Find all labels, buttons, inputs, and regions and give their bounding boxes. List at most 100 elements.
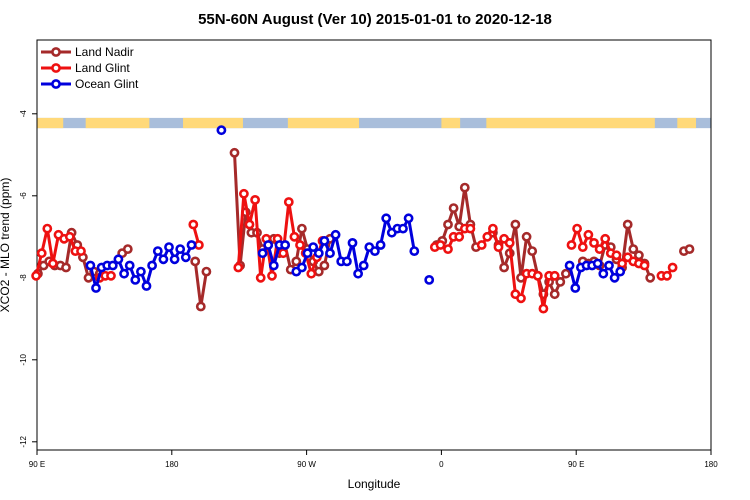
ocean-glint-point [570, 283, 581, 293]
land-glint-point [487, 223, 498, 234]
land-glint-point [64, 231, 75, 242]
land-band-segment [183, 117, 243, 129]
ocean-glint-point [268, 260, 279, 271]
ocean-glint-point [375, 240, 386, 250]
land-glint-point [482, 231, 493, 242]
ocean-glint-point [91, 283, 101, 293]
legend-label: Land Nadir [75, 45, 134, 59]
ocean-glint-point [130, 274, 141, 285]
ocean-glint-point [141, 281, 152, 291]
ocean-glint-point [330, 229, 341, 240]
x-tick-label: 90 E [568, 460, 584, 469]
land-glint-point [233, 262, 244, 273]
ocean-glint-point [113, 254, 124, 265]
plot-frame [36, 39, 712, 451]
land-nadir-point [561, 268, 571, 279]
series-layer [31, 125, 695, 314]
land-glint-point [504, 237, 515, 248]
land-nadir-point [443, 219, 453, 230]
x-axis-label: Longitude [348, 477, 401, 491]
y-axis-label: XCO2 - MLO trend (ppm) [0, 178, 12, 313]
ocean-glint-point [609, 272, 620, 283]
ocean-glint-point [302, 248, 313, 259]
land-band-segment [677, 117, 697, 129]
legend-item-land-glint: Land Glint [41, 61, 130, 75]
legend-item-land-nadir: Land Nadir [41, 45, 134, 59]
land-glint-point [283, 197, 294, 207]
ocean-glint-point [164, 242, 174, 252]
ocean-glint-point [152, 246, 163, 256]
land-glint-point [611, 250, 622, 261]
land-glint-point [572, 223, 582, 234]
land-ocean-mask-band [37, 117, 711, 129]
land-nadir-point [296, 223, 307, 234]
series-land-nadir [33, 147, 695, 312]
legend-swatch-marker [51, 47, 61, 57]
x-tick-label: 90 E [29, 460, 45, 469]
ocean-glint-point [325, 248, 335, 259]
series-ocean-glint [85, 125, 626, 293]
land-nadir-point [684, 244, 695, 254]
chart-title: 55N-60N August (Ver 10) 2015-01-01 to 20… [198, 11, 552, 28]
ocean-glint-point [180, 252, 191, 263]
ocean-glint-point [381, 213, 392, 224]
ocean-glint-point [107, 260, 118, 271]
land-glint-point [48, 258, 58, 269]
land-band-segment [287, 117, 360, 129]
land-glint-point [493, 242, 504, 252]
ocean-glint-point [263, 240, 274, 250]
land-band-segment [37, 117, 64, 129]
land-glint-point [532, 270, 543, 281]
ocean-glint-point [147, 260, 157, 271]
land-nadir-point [555, 276, 566, 287]
series-land-glint [31, 188, 678, 314]
axes: 90 E 180 90 W 0 90 E 180 -4 -6 -8 -10 -12 [19, 110, 718, 469]
land-glint-point [454, 231, 465, 242]
land-glint-point [278, 248, 289, 259]
land-glint-point [289, 231, 300, 242]
land-glint-point [589, 237, 599, 248]
land-glint-point [42, 223, 53, 234]
ocean-glint-point [119, 268, 129, 279]
land-nadir-point [201, 266, 212, 277]
y-tick-label: -6 [19, 192, 28, 200]
legend-item-ocean-glint: Ocean Glint [41, 77, 139, 91]
land-glint-point [267, 270, 277, 281]
x-tick-label: 180 [165, 460, 179, 469]
land-glint-point [639, 260, 650, 271]
land-glint-point [583, 229, 594, 240]
land-glint-point [106, 270, 116, 281]
land-glint-point [577, 242, 588, 252]
ocean-glint-point [592, 258, 603, 269]
ocean-glint-point [341, 256, 352, 267]
land-nadir-point [190, 256, 201, 267]
legend-label: Ocean Glint [75, 77, 139, 91]
land-glint-point [549, 270, 560, 281]
land-nadir-point [459, 182, 470, 193]
x-tick-label: 90 W [297, 460, 316, 469]
land-nadir-point [229, 147, 240, 158]
land-glint-point [244, 219, 255, 230]
ocean-glint-point [319, 235, 330, 246]
ocean-glint-point [186, 240, 197, 250]
ocean-glint-point [604, 260, 614, 271]
land-nadir-point [510, 219, 521, 230]
land-nadir-point [291, 256, 302, 267]
land-nadir-point [645, 272, 656, 283]
ocean-glint-point [403, 213, 414, 224]
legend-swatch-marker [51, 63, 61, 73]
y-tick-label: -4 [19, 110, 28, 118]
land-nadir-point [448, 203, 459, 213]
land-nadir-point [195, 301, 206, 312]
land-band-segment [441, 117, 461, 129]
land-glint-point [435, 240, 446, 250]
land-glint-point [31, 270, 41, 281]
ocean-glint-point [398, 223, 408, 234]
ocean-glint-point [409, 246, 420, 256]
ocean-glint-point [424, 274, 435, 285]
ocean-glint-point [296, 262, 307, 273]
land-glint-point [295, 240, 305, 250]
land-band-segment [85, 117, 150, 129]
land-nadir-point [527, 246, 538, 256]
ocean-glint-point [347, 237, 358, 248]
